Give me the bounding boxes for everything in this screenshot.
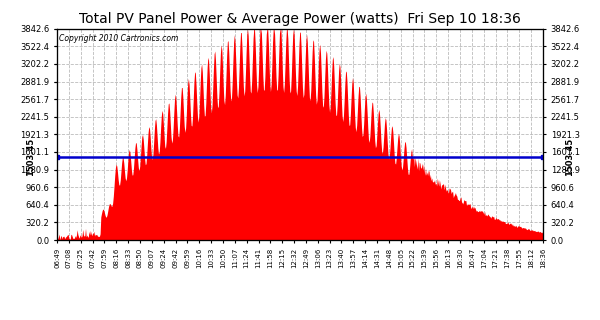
Text: Copyright 2010 Cartronics.com: Copyright 2010 Cartronics.com (59, 34, 179, 43)
Text: 1503.45: 1503.45 (26, 138, 35, 177)
Title: Total PV Panel Power & Average Power (watts)  Fri Sep 10 18:36: Total PV Panel Power & Average Power (wa… (79, 12, 521, 26)
Text: 1503.45: 1503.45 (565, 138, 574, 177)
